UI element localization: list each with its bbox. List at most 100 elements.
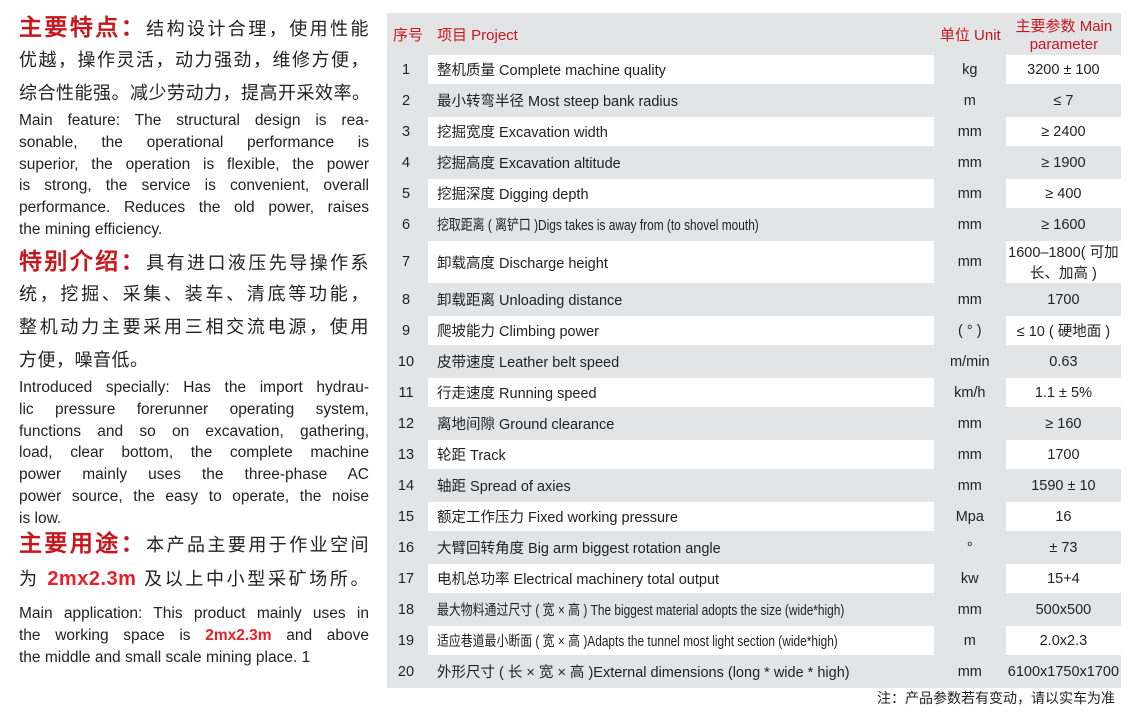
application-section: 主要用途：本产品主要用于作业空间 为 2mx2.3m 及以上中小型采矿场所。 M… xyxy=(19,527,369,668)
table-row: 20 外形尺寸 ( 长 × 宽 × 高 )External dimensions … xyxy=(387,657,1121,686)
cell-project: 适应巷道最小断面 ( 宽 × 高 )Adapts the tunnel most… xyxy=(425,626,934,655)
project-text: 挖掘深度 Digging depth xyxy=(437,187,589,203)
en-line: Main feature: The structural design is r… xyxy=(19,112,369,129)
cell-unit: kw xyxy=(933,564,1003,593)
table-row: 11 行走速度 Running speed km/h 1.1 ± 5% xyxy=(387,378,1121,407)
cell-project: 额定工作压力 Fixed working pressure xyxy=(425,502,934,531)
special-en-text: Introduced specially: Has the import hyd… xyxy=(19,377,369,530)
cell-unit: mm xyxy=(933,440,1003,469)
header-seq: 序号 xyxy=(392,26,423,44)
project-text: 适应巷道最小断面 ( 宽 × 高 )Adapts the tunnel most… xyxy=(437,634,838,650)
cell-project: 整机质量 Complete machine quality xyxy=(425,55,934,84)
project-text: 挖取距离 ( 离铲口 )Digs takes is away from (to … xyxy=(437,218,759,234)
project-text: 挖掘高度 Excavation altitude xyxy=(437,156,621,172)
cell-unit: mm xyxy=(933,657,1003,686)
cell-seq: 7 xyxy=(401,254,411,270)
cell-unit: mm xyxy=(933,471,1003,500)
header-project: 项目 Project xyxy=(437,26,518,44)
special-cn-line: 统，挖掘、采集、装车、清底等功能， xyxy=(19,284,369,304)
cell-project: 卸载距离 Unloading distance xyxy=(425,285,934,314)
cell-project: 大臂回转角度 Big arm biggest rotation angle xyxy=(425,533,934,562)
project-text: 轴距 Spread of axies xyxy=(437,479,571,495)
cell-unit: mm xyxy=(933,179,1003,208)
table-row: 8 卸载距离 Unloading distance mm 1700 xyxy=(387,285,1121,314)
cell-seq: 20 xyxy=(397,663,415,680)
table-row: 10 皮带速度 Leather belt speed m/min 0.63 xyxy=(387,347,1121,376)
cell-unit: Mpa xyxy=(933,502,1003,531)
application-en-line: the working space is 2mx2.3m and above xyxy=(19,625,369,647)
table-header: 序号 项目 Project 单位 Unit 主要参数 Main paramete… xyxy=(387,15,1121,53)
cell-param: 2.0x2.3 xyxy=(1002,626,1121,655)
cell-project: 轴距 Spread of axies xyxy=(425,471,934,500)
cell-seq: 2 xyxy=(401,92,411,109)
text: and above xyxy=(286,626,369,644)
cell-seq: 14 xyxy=(397,477,415,494)
cell-param: ± 73 xyxy=(1002,533,1121,562)
text: 及以上中小型采矿场所。 xyxy=(144,569,370,589)
table-row: 12 离地间隙 Ground clearance mm ≥ 160 xyxy=(387,409,1121,438)
en-line: Introduced specially: Has the import hyd… xyxy=(19,379,369,396)
project-text: 挖掘宽度 Excavation width xyxy=(437,125,608,141)
cell-seq: 15 xyxy=(397,508,415,525)
table-row: 15 额定工作压力 Fixed working pressure Mpa 16 xyxy=(387,502,1121,531)
features-en-text: Main feature: The structural design is r… xyxy=(19,110,369,241)
project-text: 最大物料通过尺寸 ( 宽 × 高 ) The biggest material … xyxy=(437,603,845,619)
cell-unit: ( ° ) xyxy=(933,316,1003,345)
table-row: 4 挖掘高度 Excavation altitude mm ≥ 1900 xyxy=(387,148,1121,177)
cell-seq: 13 xyxy=(397,446,415,463)
header-unit: 单位 Unit xyxy=(939,26,1001,44)
cell-unit: mm xyxy=(933,241,1003,283)
cell-param: 1590 ± 10 xyxy=(1002,471,1121,500)
cell-project: 轮距 Track xyxy=(425,440,934,469)
cell-unit: mm xyxy=(933,409,1003,438)
cell-seq: 10 xyxy=(397,353,415,370)
cell-param: 1700 xyxy=(1002,285,1121,314)
header-param: 主要参数 Main parameter xyxy=(1015,18,1113,53)
project-text: 整机质量 Complete machine quality xyxy=(437,63,666,79)
en-line: lic pressure forerunner operating system… xyxy=(19,400,369,418)
cell-project: 卸载高度 Discharge height xyxy=(425,241,934,283)
cell-param: ≥ 1900 xyxy=(1002,148,1121,177)
table-row: 19 适应巷道最小断面 ( 宽 × 高 )Adapts the tunnel mo… xyxy=(387,626,1121,655)
features-cn-line: 优越，操作灵活，动力强劲，维修方便， xyxy=(19,50,369,70)
en-line: is low. xyxy=(19,509,62,527)
project-text: 行走速度 Running speed xyxy=(437,386,597,402)
text: 结构设计合理，使用性能 xyxy=(146,19,370,39)
cell-param: 500x500 xyxy=(1002,595,1121,624)
en-line: the mining efficiency. xyxy=(19,220,163,238)
cell-unit: kg xyxy=(933,55,1003,84)
cell-project: 挖掘宽度 Excavation width xyxy=(425,117,934,146)
cell-param: ≥ 160 xyxy=(1002,409,1121,438)
project-text: 外形尺寸 ( 长 × 宽 × 高 )External dimensions (l… xyxy=(437,665,850,681)
table-row: 7 卸载高度 Discharge height mm 1600–1800( 可加长、加… xyxy=(387,241,1121,283)
project-text: 大臂回转角度 Big arm biggest rotation angle xyxy=(437,541,721,557)
cell-seq: 16 xyxy=(397,539,415,556)
table-row: 18 最大物料通过尺寸 ( 宽 × 高 ) The biggest materia… xyxy=(387,595,1121,624)
en-line: load, clear bottom, the complete machine xyxy=(19,444,369,462)
cell-seq: 1 xyxy=(401,61,411,78)
features-heading: 主要特点： xyxy=(19,14,147,40)
project-text: 最小转弯半径 Most steep bank radius xyxy=(437,94,678,110)
en-line: functions and so on excavation, gatherin… xyxy=(19,422,369,440)
spec-table: 序号 项目 Project 单位 Unit 主要参数 Main paramete… xyxy=(387,13,1121,688)
table-row: 5 挖掘深度 Digging depth mm ≥ 400 xyxy=(387,179,1121,208)
special-heading: 特别介绍： xyxy=(19,248,147,274)
features-section: 主要特点：结构设计合理，使用性能 优越，操作灵活，动力强劲，维修方便， 综合性能… xyxy=(19,11,370,241)
table-row: 1 整机质量 Complete machine quality kg 3200 ± 1… xyxy=(387,55,1121,84)
cell-seq: 12 xyxy=(397,415,415,432)
project-text: 卸载高度 Discharge height xyxy=(437,255,608,272)
table-row: 14 轴距 Spread of axies mm 1590 ± 10 xyxy=(387,471,1121,500)
table-row: 13 轮距 Track mm 1700 xyxy=(387,440,1121,469)
cell-project: 行走速度 Running speed xyxy=(425,378,934,407)
special-cn-line: 特别介绍：具有进口液压先导操作系 xyxy=(19,245,369,278)
cell-param: ≥ 2400 xyxy=(1002,117,1121,146)
en-line: performance. Reduces the old power, rais… xyxy=(19,199,369,217)
cell-project: 外形尺寸 ( 长 × 宽 × 高 )External dimensions (l… xyxy=(425,657,934,686)
project-text: 皮带速度 Leather belt speed xyxy=(437,355,620,371)
cell-seq: 4 xyxy=(401,154,411,171)
cell-param: 15+4 xyxy=(1002,564,1121,593)
cell-project: 皮带速度 Leather belt speed xyxy=(425,347,934,376)
text: 为 xyxy=(19,569,40,589)
cell-unit: ° xyxy=(933,533,1003,562)
